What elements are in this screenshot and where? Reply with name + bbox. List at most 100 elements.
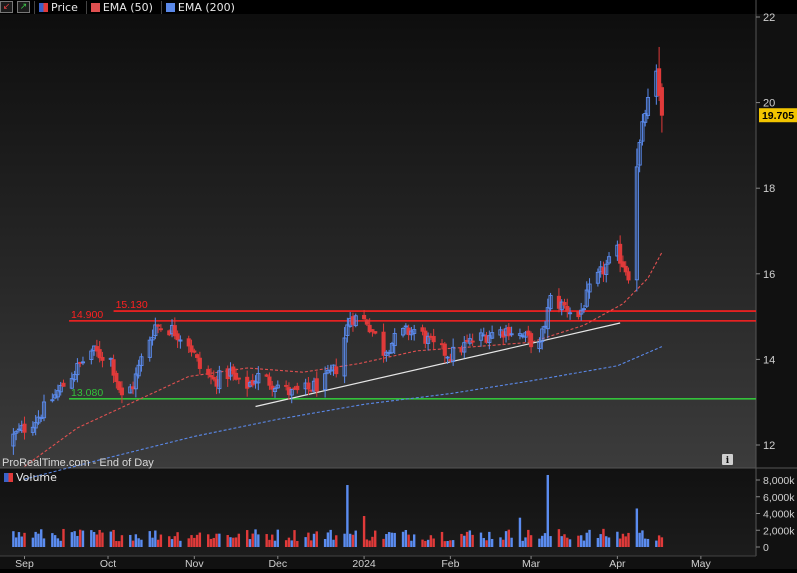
volume-bar[interactable]	[53, 535, 57, 547]
volume-bar[interactable]	[232, 537, 235, 547]
volume-bar[interactable]	[14, 537, 18, 547]
volume-bar[interactable]	[176, 532, 179, 547]
volume-bar[interactable]	[59, 540, 62, 547]
legend-ema50[interactable]: EMA (50)	[85, 0, 157, 14]
legend-price[interactable]: Price	[34, 0, 82, 14]
volume-bar[interactable]	[657, 535, 661, 547]
legend-ema200[interactable]: EMA (200)	[160, 0, 239, 14]
legend-volume[interactable]: Volume	[0, 471, 61, 484]
volume-bar[interactable]	[98, 529, 101, 547]
volume-bar[interactable]	[115, 540, 118, 547]
volume-bar[interactable]	[401, 531, 405, 547]
candle[interactable]	[623, 261, 628, 276]
volume-bar[interactable]	[101, 532, 104, 547]
candle[interactable]	[620, 255, 625, 268]
candle[interactable]	[565, 298, 570, 318]
volume-bar[interactable]	[365, 539, 369, 547]
candle[interactable]	[389, 341, 394, 355]
volume-bar[interactable]	[579, 535, 583, 547]
candle[interactable]	[153, 317, 158, 340]
volume-bar[interactable]	[471, 534, 474, 547]
volume-bar[interactable]	[170, 539, 174, 547]
volume-bar[interactable]	[624, 536, 627, 547]
candle[interactable]	[403, 323, 408, 335]
candle[interactable]	[156, 323, 161, 334]
candle[interactable]	[462, 336, 467, 359]
volume-bar[interactable]	[563, 534, 566, 547]
volume-bar[interactable]	[421, 539, 424, 547]
candle[interactable]	[626, 267, 631, 284]
volume-bar[interactable]	[304, 537, 307, 547]
candle[interactable]	[353, 313, 358, 328]
volume-bar[interactable]	[387, 532, 391, 547]
candle[interactable]	[306, 376, 311, 396]
volume-bar[interactable]	[173, 536, 177, 547]
volume-bar[interactable]	[404, 530, 408, 547]
candle[interactable]	[604, 259, 609, 283]
candle[interactable]	[478, 328, 484, 347]
candle[interactable]	[381, 323, 386, 363]
volume-bar[interactable]	[293, 530, 296, 547]
g-ema200-path[interactable]	[24, 346, 663, 480]
candle[interactable]	[58, 381, 63, 396]
volume-bar[interactable]	[524, 537, 527, 547]
volume-bar[interactable]	[265, 534, 268, 547]
volume-bar[interactable]	[329, 529, 332, 547]
volume-bar[interactable]	[326, 532, 330, 547]
volume-bar[interactable]	[42, 538, 46, 547]
candle[interactable]	[325, 364, 330, 375]
volume-bar[interactable]	[518, 517, 522, 547]
volume-bar[interactable]	[446, 540, 449, 547]
volume-bar[interactable]	[109, 531, 112, 547]
volume-bar[interactable]	[51, 533, 54, 547]
candle[interactable]	[231, 363, 236, 381]
volume-bar[interactable]	[538, 538, 541, 547]
volume-bar[interactable]	[577, 535, 580, 547]
candle[interactable]	[208, 368, 214, 385]
volume-bar[interactable]	[148, 531, 151, 547]
candle[interactable]	[117, 381, 122, 393]
candle[interactable]	[158, 324, 163, 332]
volume-bar[interactable]	[273, 540, 277, 547]
volume-bar[interactable]	[62, 528, 65, 547]
volume-bar[interactable]	[507, 529, 511, 547]
candle[interactable]	[362, 309, 367, 320]
volume-bar[interactable]	[117, 541, 121, 547]
candle[interactable]	[119, 381, 124, 404]
candle[interactable]	[323, 366, 328, 398]
volume-bar[interactable]	[543, 533, 547, 547]
candle[interactable]	[490, 325, 495, 339]
volume-bar[interactable]	[95, 534, 99, 547]
candle[interactable]	[197, 351, 202, 375]
volume-bar[interactable]	[307, 532, 310, 547]
volume-bar[interactable]	[31, 537, 35, 547]
candle[interactable]	[487, 330, 492, 350]
candle[interactable]	[618, 235, 623, 273]
volume-bar[interactable]	[195, 534, 199, 547]
volume-bar[interactable]	[432, 538, 435, 547]
volume-bar[interactable]	[207, 534, 210, 547]
candle[interactable]	[136, 359, 141, 379]
volume-bar[interactable]	[159, 534, 163, 547]
candle[interactable]	[370, 329, 375, 337]
candle[interactable]	[540, 326, 545, 350]
volume-bar[interactable]	[151, 537, 154, 547]
volume-bar[interactable]	[588, 529, 591, 547]
candle[interactable]	[11, 428, 16, 455]
candle[interactable]	[426, 332, 431, 351]
volume-bar[interactable]	[315, 531, 318, 547]
candle[interactable]	[147, 336, 152, 362]
volume-bar[interactable]	[134, 534, 138, 547]
candle[interactable]	[289, 388, 294, 404]
candle[interactable]	[195, 353, 200, 362]
candle[interactable]	[139, 353, 144, 372]
candle[interactable]	[272, 386, 278, 398]
volume-bar[interactable]	[566, 537, 569, 547]
volume-bar[interactable]	[426, 539, 430, 547]
volume-bar[interactable]	[568, 539, 572, 547]
volume-bar[interactable]	[17, 532, 21, 547]
candle[interactable]	[89, 348, 94, 365]
candle[interactable]	[186, 335, 191, 353]
candle[interactable]	[401, 327, 406, 338]
volume-bar[interactable]	[607, 537, 611, 547]
